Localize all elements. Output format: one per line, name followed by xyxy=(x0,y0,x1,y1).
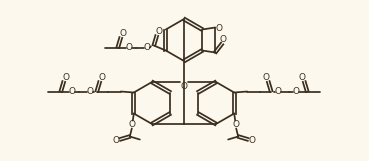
Text: O: O xyxy=(155,27,162,36)
Text: O: O xyxy=(86,87,93,96)
Text: O: O xyxy=(112,136,119,145)
Text: O: O xyxy=(68,87,75,96)
Text: O: O xyxy=(220,35,227,44)
Text: O: O xyxy=(233,120,240,129)
Text: O: O xyxy=(249,136,256,145)
Text: O: O xyxy=(125,43,132,52)
Text: O: O xyxy=(216,24,223,33)
Text: O: O xyxy=(62,73,69,82)
Text: O: O xyxy=(128,120,135,129)
Text: O: O xyxy=(275,87,282,96)
Text: O: O xyxy=(143,43,150,52)
Text: O: O xyxy=(299,73,306,82)
Text: O: O xyxy=(98,73,105,82)
Text: O: O xyxy=(180,81,187,90)
Text: O: O xyxy=(119,29,126,38)
Text: O: O xyxy=(293,87,300,96)
Text: O: O xyxy=(263,73,270,82)
